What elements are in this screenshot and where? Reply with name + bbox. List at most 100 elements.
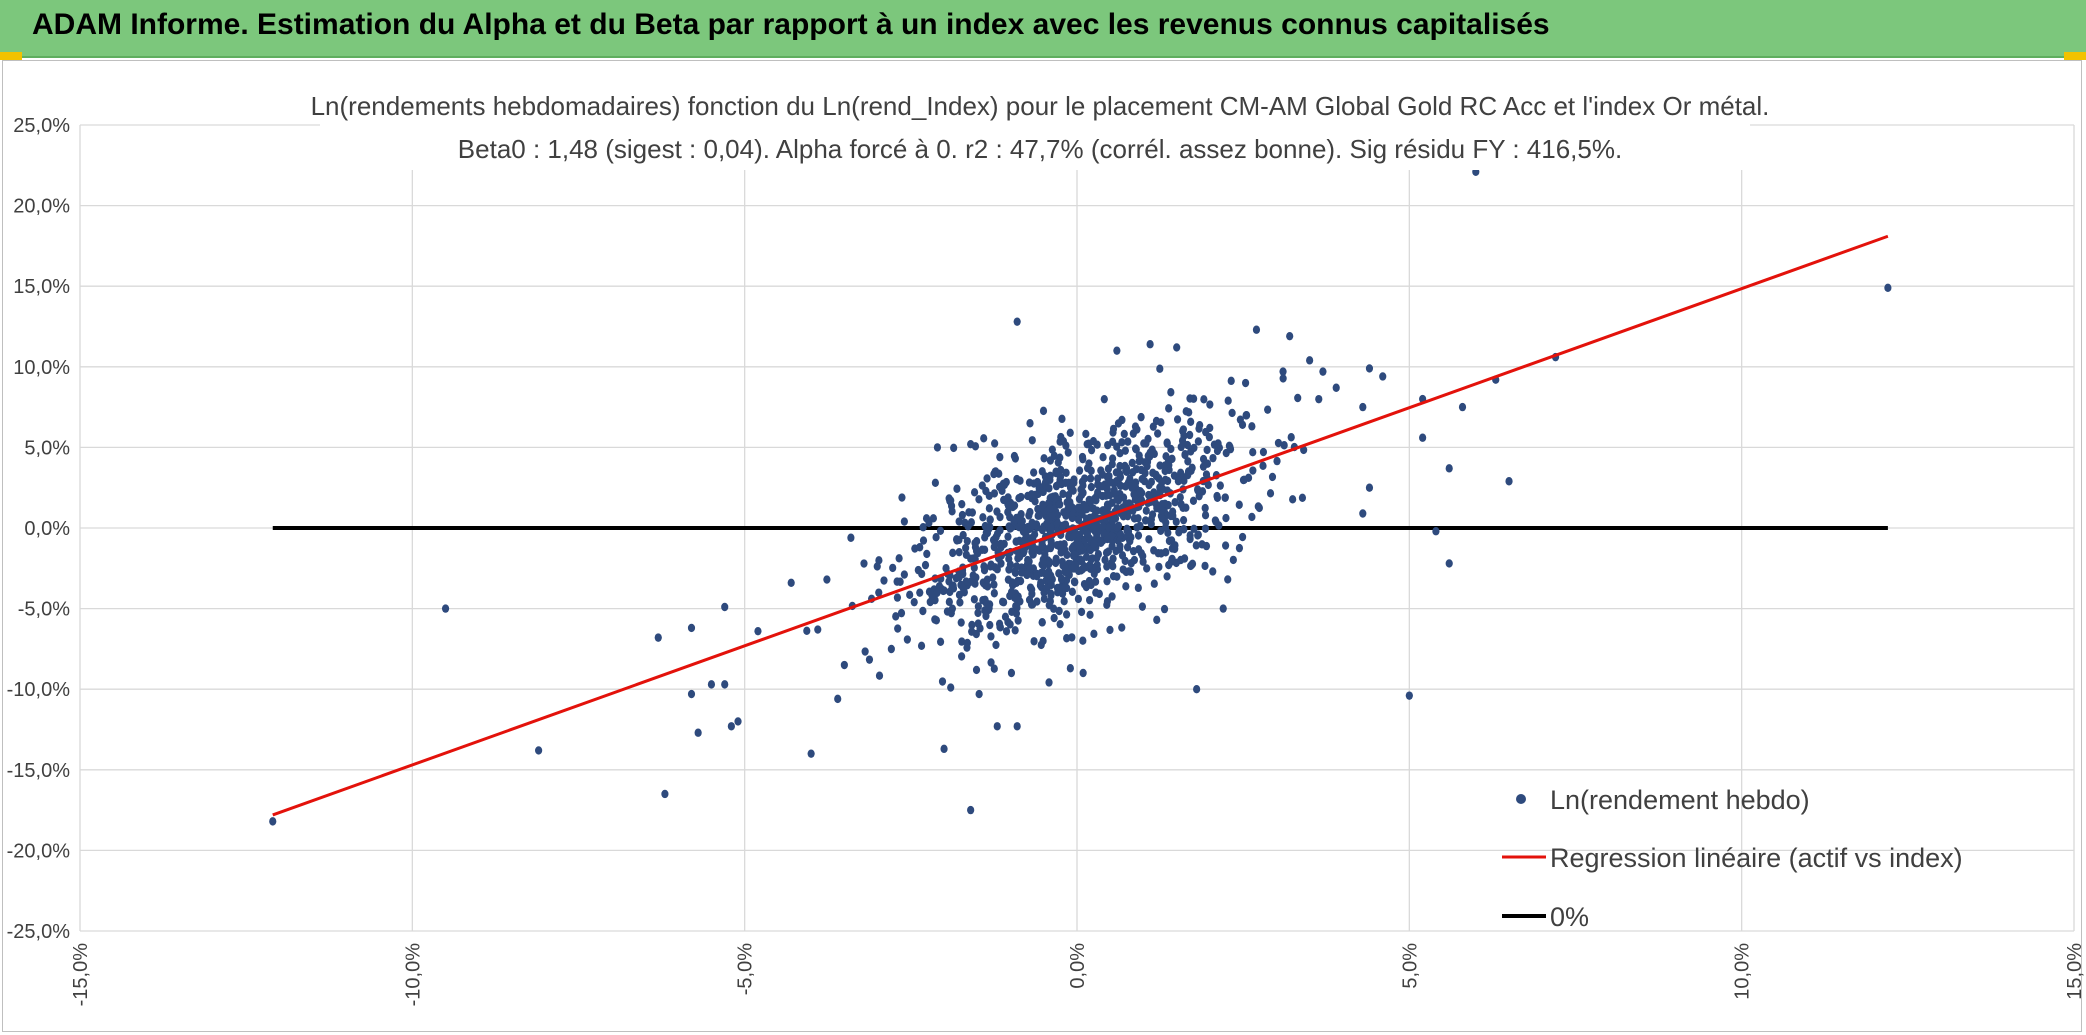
- x-tick-label: 0,0%: [1067, 943, 1089, 989]
- scatter-point: [721, 680, 729, 689]
- scatter-point: [1026, 419, 1034, 428]
- scatter-point: [1176, 493, 1184, 502]
- scatter-point: [906, 590, 914, 600]
- scatter-point: [958, 637, 966, 646]
- scatter-point: [1184, 457, 1192, 466]
- y-tick-label: -15,0%: [7, 760, 71, 782]
- corner-marker-left: [0, 52, 22, 60]
- scatter-point: [1056, 472, 1065, 482]
- scatter-point: [1025, 478, 1034, 487]
- scatter-point: [1047, 579, 1055, 589]
- scatter-point: [1087, 482, 1095, 492]
- scatter-point: [1116, 461, 1124, 471]
- scatter-point: [936, 526, 945, 536]
- scatter-point: [967, 439, 975, 449]
- scatter-point: [1111, 514, 1120, 523]
- y-tick-label: 0,0%: [24, 518, 70, 540]
- y-tick-label: -5,0%: [18, 599, 70, 621]
- scatter-point: [814, 625, 822, 634]
- scatter-point: [1108, 592, 1116, 601]
- scatter-point: [1074, 594, 1082, 604]
- scatter-point: [1040, 454, 1048, 463]
- scatter-point: [963, 643, 971, 652]
- scatter-point: [1185, 408, 1193, 417]
- scatter-point: [1013, 317, 1021, 326]
- scatter-point: [1165, 560, 1173, 570]
- scatter-point: [1137, 549, 1145, 558]
- scatter-point: [1012, 601, 1020, 611]
- scatter-point: [938, 677, 947, 686]
- scatter-point: [1055, 583, 1063, 593]
- scatter-point: [1081, 474, 1089, 483]
- scatter-point: [923, 549, 931, 559]
- corner-marker-right: [2064, 52, 2086, 60]
- scatter-point: [1123, 543, 1132, 552]
- scatter-point: [1187, 561, 1195, 571]
- scatter-point: [1014, 576, 1022, 586]
- scatter-point: [1133, 425, 1141, 434]
- scatter-point: [1064, 490, 1073, 500]
- scatter-point: [1202, 470, 1211, 479]
- scatter-point: [950, 443, 958, 453]
- scatter-point: [1059, 521, 1067, 530]
- scatter-point: [975, 689, 983, 699]
- scatter-point: [1167, 444, 1175, 454]
- scatter-point: [1213, 493, 1222, 502]
- scatter-point: [949, 581, 957, 590]
- scatter-point: [1090, 629, 1098, 639]
- scatter-point: [1117, 481, 1125, 491]
- scatter-point: [1128, 458, 1136, 468]
- scatter-point: [1189, 496, 1198, 505]
- scatter-point: [1157, 505, 1165, 515]
- scatter-point: [1048, 445, 1056, 454]
- scatter-point: [1048, 512, 1056, 521]
- scatter-point: [1206, 400, 1214, 409]
- scatter-point: [1238, 532, 1247, 542]
- scatter-point: [1200, 395, 1208, 404]
- scatter-point: [958, 652, 966, 661]
- scatter-point: [1046, 456, 1055, 465]
- scatter-point: [993, 722, 1001, 731]
- scatter-point: [1078, 489, 1086, 498]
- scatter-point: [1027, 600, 1036, 609]
- scatter-point: [975, 495, 983, 504]
- scatter-point: [1379, 372, 1387, 381]
- scatter-point: [940, 744, 948, 754]
- scatter-point: [1013, 722, 1021, 731]
- scatter-point: [1059, 437, 1068, 446]
- scatter-point: [1179, 515, 1188, 525]
- scatter-point: [1266, 489, 1275, 498]
- scatter-point: [1222, 448, 1230, 458]
- scatter-point: [1066, 428, 1074, 437]
- scatter-point: [1240, 475, 1248, 485]
- scatter-point: [1075, 466, 1084, 475]
- scatter-point: [1179, 425, 1187, 434]
- scatter-point: [1186, 534, 1194, 544]
- scatter-point: [1294, 393, 1302, 403]
- scatter-point: [1057, 574, 1066, 584]
- scatter-point: [1004, 507, 1012, 517]
- scatter-point: [1118, 438, 1126, 447]
- y-tick-label: 15,0%: [13, 276, 70, 298]
- scatter-point: [992, 640, 1000, 650]
- scatter-point: [1228, 408, 1236, 418]
- scatter-point: [1116, 449, 1124, 458]
- scatter-point: [1241, 378, 1250, 388]
- scatter-point: [1079, 636, 1087, 645]
- scatter-point: [996, 526, 1004, 535]
- scatter-point: [1031, 490, 1040, 500]
- scatter-point: [889, 563, 897, 573]
- scatter-point: [945, 597, 953, 607]
- scatter-point: [1050, 613, 1058, 623]
- scatter-point: [1090, 539, 1098, 549]
- scatter-point: [1248, 422, 1256, 431]
- scatter-point: [1109, 424, 1118, 434]
- scatter-point: [441, 604, 450, 613]
- scatter-point: [1156, 461, 1164, 470]
- scatter-point: [1052, 558, 1060, 568]
- scatter-point: [1102, 548, 1111, 557]
- x-tick-label: 5,0%: [1399, 943, 1421, 989]
- scatter-point: [893, 593, 902, 602]
- scatter-point: [1196, 420, 1204, 430]
- scatter-point: [1300, 445, 1308, 455]
